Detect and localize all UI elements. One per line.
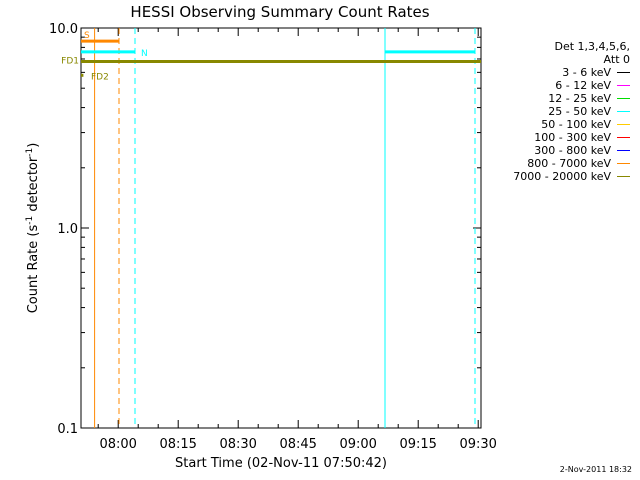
axis-ticks [81,28,481,429]
legend-label: 3 - 6 keV [562,66,611,79]
legend-entries: 3 - 6 keV 6 - 12 keV 12 - 25 keV 25 - 50 ke… [500,66,630,183]
legend-entry: 3 - 6 keV [500,66,630,79]
legend-label: 800 - 7000 keV [527,157,611,170]
legend-label: 25 - 50 keV [548,105,611,118]
x-tick-label: 08:00 [99,437,136,452]
y-tick-label: 10.0 [49,22,78,37]
legend-entry: 50 - 100 keV [500,118,630,131]
legend-swatch [617,111,630,112]
legend-label: 50 - 100 keV [541,118,611,131]
legend-entry: 100 - 300 keV [500,131,630,144]
legend-swatch [617,124,630,125]
x-tick-label: 08:15 [159,437,196,452]
flag-labels: S N FD1 FD2 [61,31,148,82]
y-tick-label: 1.0 [57,222,78,237]
flag-label: N [141,49,148,59]
legend-swatch [617,85,630,86]
legend-label: 12 - 25 keV [548,92,611,105]
x-tick-label: 09:30 [459,437,496,452]
legend-entry: 12 - 25 keV [500,92,630,105]
y-label-mid: detector [26,156,41,216]
x-tick-label: 08:45 [279,437,316,452]
x-tick-label: 08:30 [219,437,256,452]
y-tick-label: 0.1 [57,422,78,437]
y-label-sup1: -1 [25,216,35,225]
legend-swatch [617,137,630,138]
legend-entry: 25 - 50 keV [500,105,630,118]
legend-swatch [617,163,630,164]
legend-label: 100 - 300 keV [534,131,611,144]
legend-swatch [617,98,630,99]
legend-attenuator: Att 0 [603,53,630,66]
legend-swatch [617,176,630,177]
flag-label: FD1 [61,56,79,66]
chart-title: HESSI Observing Summary Count Rates [130,3,429,21]
legend-label: 6 - 12 keV [555,79,611,92]
flag-label: FD2 [91,72,109,82]
x-tick-labels: 08:00 08:15 08:30 08:45 09:00 09:15 09:30 [99,437,496,452]
legend-entry: 7000 - 20000 keV [500,170,630,183]
y-tick-labels: 10.0 1.0 0.1 [49,22,78,437]
legend-entry: 800 - 7000 keV [500,157,630,170]
footer-date: 2-Nov-2011 18:32 [559,465,632,474]
legend: Det 1,3,4,5,6, Att 0 3 - 6 keV 6 - 12 keV… [500,40,630,183]
x-tick-label: 09:00 [339,437,376,452]
y-label-main: Count Rate (s [26,225,41,314]
series-layer [81,28,481,428]
legend-label: 300 - 800 keV [534,144,611,157]
x-axis-label: Start Time (02-Nov-11 07:50:42) [175,456,387,471]
legend-label: 7000 - 20000 keV [513,170,611,183]
y-axis-label: Count Rate (s-1 detector-1) [25,143,41,314]
legend-entry: 6 - 12 keV [500,79,630,92]
plot-frame [80,27,482,429]
y-label-end: ) [26,143,41,148]
y-label-sup2: -1 [25,148,35,157]
flag-label: S [84,31,90,41]
legend-entry: 300 - 800 keV [500,144,630,157]
legend-swatch [617,72,630,73]
legend-swatch [617,150,630,151]
x-tick-label: 09:15 [399,437,436,452]
legend-detectors: Det 1,3,4,5,6, [554,40,630,53]
